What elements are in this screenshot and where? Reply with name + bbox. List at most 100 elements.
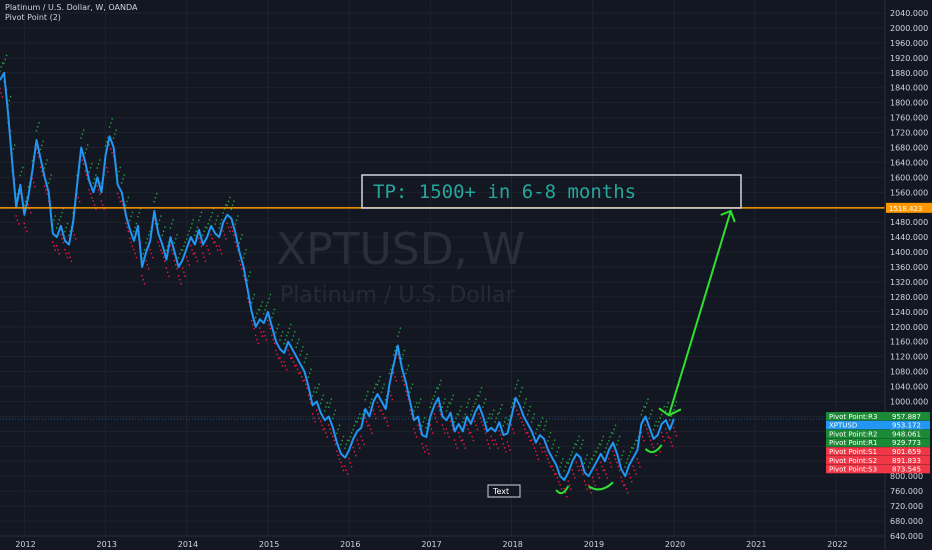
x-tick-label: 2012 [15, 540, 35, 549]
pivot-low-marker [269, 327, 272, 330]
pivot-high-marker [325, 406, 327, 408]
pivot-low-marker [449, 420, 452, 423]
pivot-high-marker [348, 440, 350, 442]
pivot-low-marker [483, 428, 485, 430]
pivot-high-marker [45, 163, 47, 165]
pivot-low-marker [643, 439, 645, 442]
pivot-low-marker [211, 237, 214, 240]
x-tick-label: 2016 [340, 540, 360, 549]
pivot-low-marker [171, 249, 173, 251]
pivot-tag-value: 901.659 [892, 448, 921, 456]
pivot-high-marker [395, 346, 397, 348]
pivot-low-marker [294, 365, 296, 367]
pivot-low-marker [641, 435, 644, 438]
pivot-high-marker [111, 118, 113, 120]
pivot-low-marker [126, 226, 128, 229]
pivot-tag-bg [826, 464, 930, 474]
pivot-low-marker [192, 253, 195, 255]
pivot-high-marker [635, 439, 637, 441]
pivot-low-marker [87, 178, 89, 180]
pivot-low-marker [415, 436, 418, 438]
pivot-low-marker [78, 200, 81, 203]
indicator-label[interactable]: Pivot Point (2) [5, 13, 61, 22]
pivot-low-marker [648, 435, 651, 438]
pivot-high-marker [149, 230, 151, 233]
tp-annotation[interactable]: TP: 1500+ in 6-8 months [361, 174, 742, 209]
text-label[interactable]: Text [487, 484, 521, 498]
pivot-low-marker [92, 200, 94, 202]
pivot-high-marker [434, 391, 437, 393]
pivot-high-marker [466, 406, 468, 408]
pivot-high-marker [72, 212, 74, 214]
pivot-low-marker [645, 428, 648, 430]
pivot-low-marker [260, 331, 262, 333]
pivot-low-marker [666, 432, 668, 434]
pivot-high-marker [175, 238, 177, 240]
pivot-low-marker [272, 338, 274, 341]
pivot-high-marker [275, 331, 277, 334]
pivot-tag-label: Pivot Point:R1 [829, 439, 877, 447]
pivot-high-marker [87, 144, 89, 146]
pivot-high-marker [495, 417, 498, 419]
pivot-low-marker [516, 409, 518, 412]
y-tick-label: 2000.000 [890, 24, 928, 33]
pivot-low-marker [9, 129, 12, 132]
pivot-low-marker [632, 465, 634, 467]
pivot-high-marker [334, 409, 337, 412]
pivot-low-marker [150, 252, 153, 255]
pivot-high-marker [309, 372, 311, 374]
pivot-low-marker [402, 379, 404, 382]
pivot-low-marker [321, 424, 323, 427]
symbol-title[interactable]: Platinum / U.S. Dollar, W, OANDA [5, 3, 138, 12]
y-tick-label: 800.000 [890, 472, 923, 481]
pivot-high-marker [46, 159, 48, 161]
pivot-low-marker [235, 245, 238, 247]
pivot-low-marker [326, 436, 328, 438]
pivot-high-marker [66, 222, 69, 225]
pivot-low-marker [443, 428, 445, 430]
bottom-curve-mark [555, 485, 570, 495]
pivot-low-marker [395, 380, 397, 382]
target-arrow[interactable] [667, 210, 732, 416]
pivot-high-marker [244, 253, 246, 255]
pivot-low-marker [227, 226, 230, 229]
pivot-low-marker [84, 170, 86, 172]
pivot-high-marker [589, 462, 591, 464]
pivot-high-marker [299, 354, 302, 356]
pivot-low-marker [583, 480, 586, 482]
pivot-high-marker [92, 182, 94, 184]
pivot-low-marker [309, 398, 311, 400]
pivot-high-marker [471, 409, 473, 412]
pivot-high-marker [85, 148, 88, 150]
pivot-high-marker [601, 439, 603, 442]
time-axis[interactable]: 2012 2013 2014 2015 2016 2017 2018 2019 2020 2021… [0, 535, 885, 549]
pivot-high-marker [472, 405, 475, 408]
pivot-high-marker [307, 376, 310, 378]
pivot-high-marker [234, 223, 237, 225]
pivot-low-marker [501, 438, 503, 440]
pivot-low-marker [540, 447, 542, 449]
pivot-low-marker [460, 439, 462, 442]
pivot-low-marker [147, 268, 150, 270]
pivot-high-marker [203, 230, 205, 233]
pivot-high-marker [394, 350, 396, 352]
pivot-low-marker [15, 215, 17, 217]
pivot-low-marker [259, 327, 261, 329]
pivot-low-marker [183, 271, 185, 273]
pivot-high-marker [235, 219, 238, 221]
y-tick-label: 1720.000 [890, 129, 928, 138]
pivot-high-marker [583, 462, 586, 464]
pivot-low-marker [68, 252, 70, 255]
pivot-low-marker [291, 357, 293, 359]
pivot-high-marker [659, 417, 661, 419]
pivot-low-marker [176, 268, 178, 270]
y-tick-label: 640.000 [890, 532, 923, 541]
pivot-low-marker [168, 275, 170, 277]
pivot-low-marker [447, 432, 449, 434]
pivot-high-marker [57, 223, 59, 225]
pivot-low-marker [448, 436, 450, 438]
pivot-low-marker [494, 439, 496, 441]
pivot-low-marker [307, 394, 310, 396]
pivot-low-marker [601, 465, 603, 468]
